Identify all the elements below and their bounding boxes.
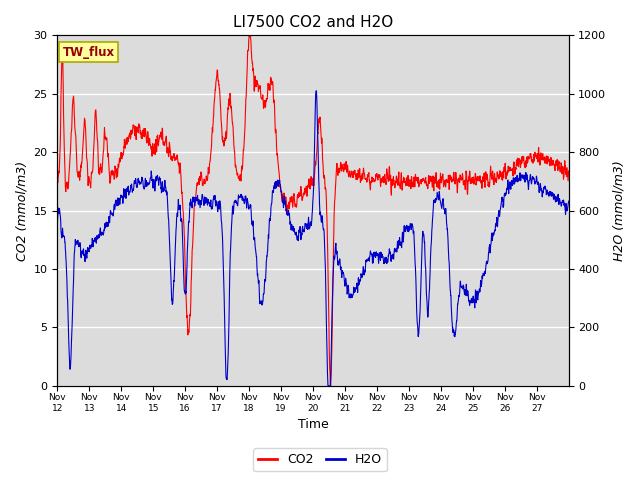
CO2 — [456, 174, 464, 180]
H2O — [289, 228, 296, 233]
Title: LI7500 CO2 and H2O: LI7500 CO2 and H2O — [233, 15, 393, 30]
Y-axis label: H2O (mmol/m3): H2O (mmol/m3) — [612, 160, 625, 261]
Y-axis label: CO2 (mmol/m3): CO2 (mmol/m3) — [15, 160, 28, 261]
CO2 — [550, 162, 558, 168]
CO2 — [302, 183, 310, 189]
H2O — [324, 383, 332, 389]
H2O — [564, 198, 572, 204]
H2O — [302, 222, 310, 228]
X-axis label: Time: Time — [298, 419, 328, 432]
CO2 — [564, 168, 572, 174]
H2O — [550, 193, 558, 199]
Legend: CO2, H2O: CO2, H2O — [253, 448, 387, 471]
Line: CO2: CO2 — [58, 36, 568, 386]
CO2 — [245, 33, 253, 38]
H2O — [312, 88, 320, 94]
CO2 — [550, 161, 558, 167]
H2O — [550, 191, 558, 197]
CO2 — [54, 178, 61, 184]
Text: TW_flux: TW_flux — [63, 46, 115, 59]
CO2 — [289, 204, 296, 210]
Line: H2O: H2O — [58, 91, 568, 386]
H2O — [54, 220, 61, 226]
H2O — [456, 278, 464, 284]
H2O — [79, 246, 87, 252]
CO2 — [79, 133, 87, 139]
CO2 — [326, 383, 334, 389]
